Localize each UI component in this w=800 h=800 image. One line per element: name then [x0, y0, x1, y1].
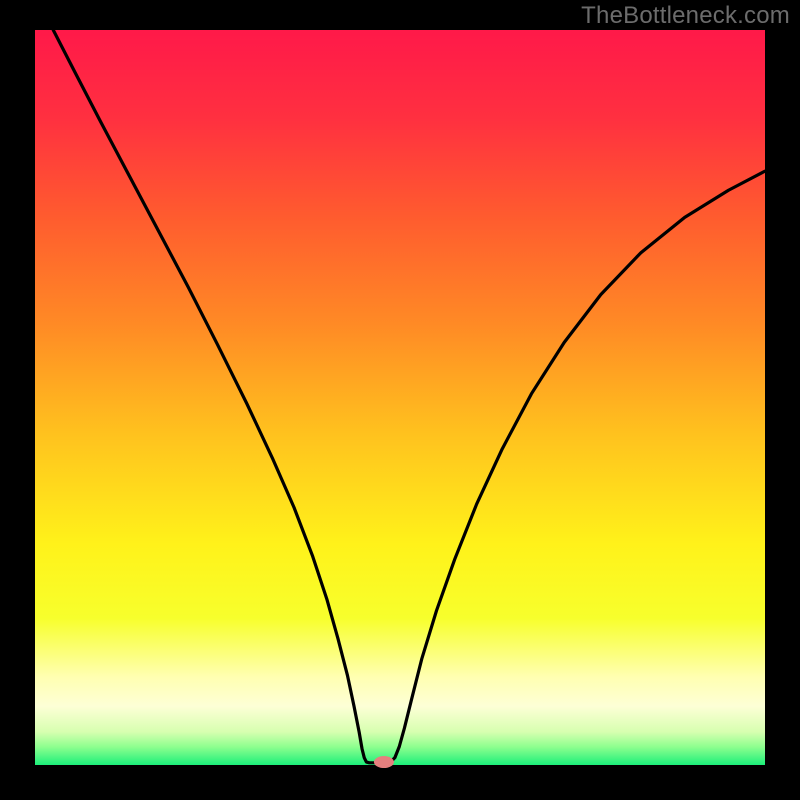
chart-stage: TheBottleneck.com — [0, 0, 800, 800]
optimum-marker — [374, 756, 394, 768]
plot-background — [35, 30, 765, 765]
bottleneck-chart — [0, 0, 800, 800]
watermark-text: TheBottleneck.com — [581, 2, 790, 30]
